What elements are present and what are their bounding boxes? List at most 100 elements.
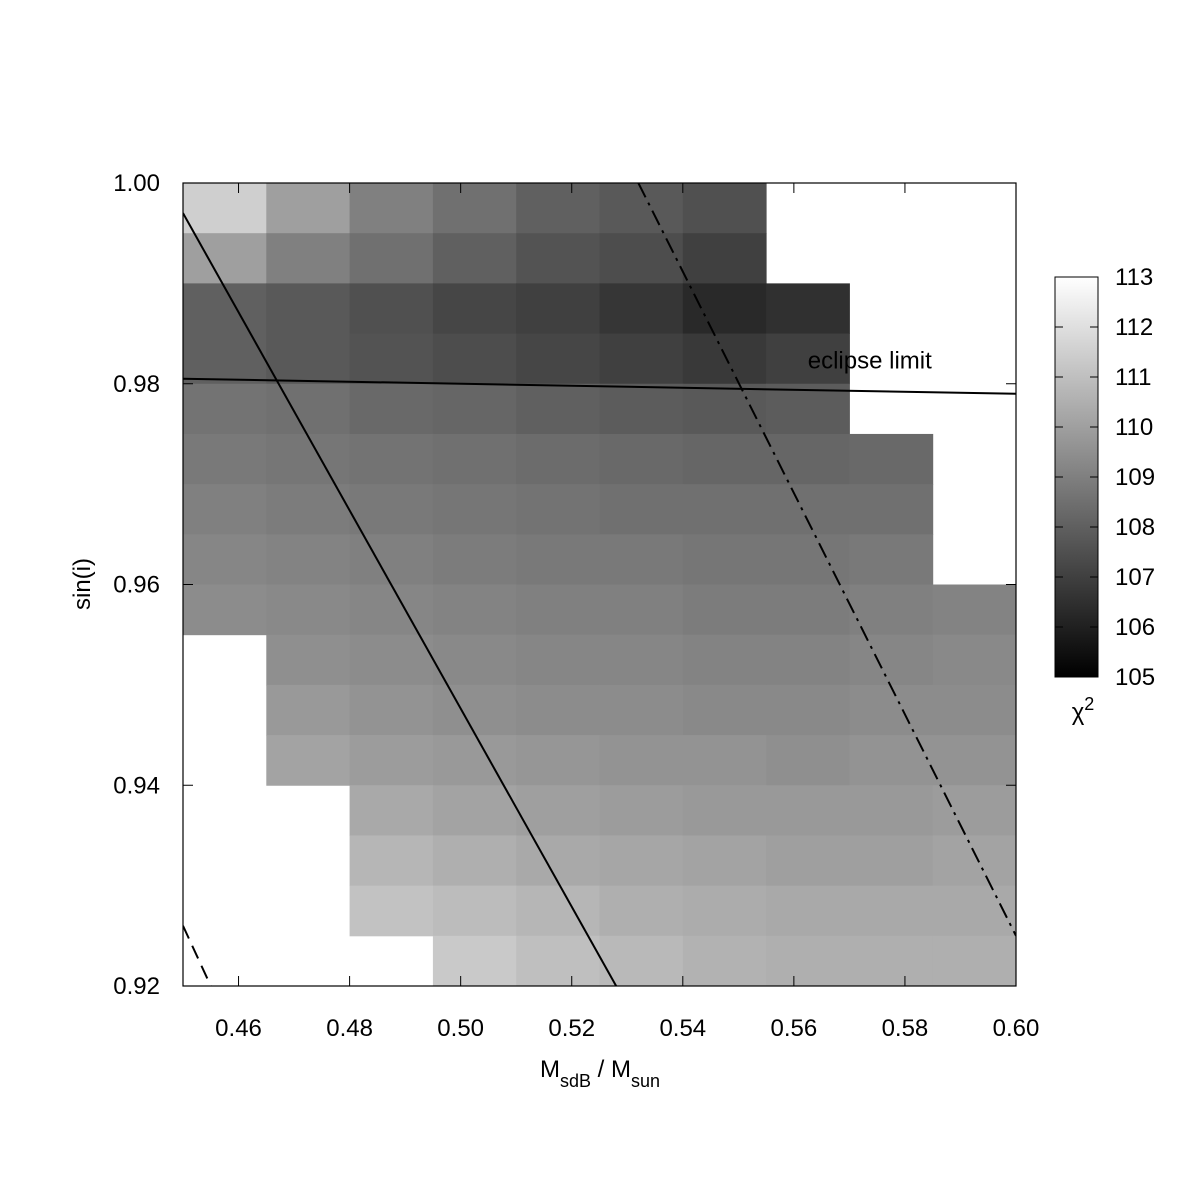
heatmap-cell	[766, 584, 850, 636]
heatmap-cell	[682, 383, 767, 435]
heatmap-cell	[932, 885, 1016, 937]
heatmap-cell	[766, 935, 850, 986]
x-tick-label: 0.58	[882, 1015, 929, 1042]
heatmap-cell	[183, 183, 267, 234]
heatmap-cell	[432, 885, 517, 937]
heatmap-cell	[849, 835, 934, 887]
heatmap-cell	[849, 484, 934, 535]
heatmap-cell	[599, 735, 684, 786]
heatmap-cell	[849, 534, 934, 585]
heatmap-cell	[432, 233, 517, 284]
heatmap-cell	[349, 785, 434, 836]
heatmap-cell	[766, 333, 850, 385]
heatmap-cell	[599, 935, 684, 986]
heatmap-cell	[349, 885, 434, 937]
heatmap-cell	[266, 735, 351, 786]
heatmap-cell	[266, 584, 351, 636]
heatmap-cell	[766, 684, 850, 736]
heatmap-cell	[599, 283, 684, 335]
heatmap-cell	[766, 634, 850, 686]
heatmap-cell	[183, 484, 267, 535]
heatmap-cell	[682, 634, 767, 686]
heatmap-cell	[766, 383, 850, 435]
x-tick-label: 0.60	[993, 1015, 1040, 1042]
colorbar-tick-label: 112	[1115, 314, 1153, 341]
heatmap-cell	[766, 785, 850, 836]
heatmap-cell	[599, 534, 684, 585]
heatmap-cell	[432, 634, 517, 686]
heatmap-cell	[516, 283, 600, 335]
heatmap-cell	[432, 785, 517, 836]
y-tick-label: 1.00	[113, 170, 160, 197]
heatmap-cell	[432, 484, 517, 535]
heatmap-cell	[682, 835, 767, 887]
heatmap-cell	[516, 735, 600, 786]
heatmap-cell	[432, 584, 517, 636]
heatmap-cell	[599, 183, 684, 234]
curve	[183, 377, 1016, 395]
heatmap-cell	[432, 333, 517, 385]
heatmap-cell	[516, 634, 600, 686]
heatmap-cell	[932, 935, 1016, 986]
heatmap-cell	[682, 183, 767, 234]
colorbar-tick-label: 107	[1115, 564, 1155, 591]
heatmap-cell	[599, 634, 684, 686]
heatmap-cell	[849, 785, 934, 836]
colorbar-tick-label: 108	[1115, 514, 1155, 541]
heatmap-cell	[349, 433, 434, 485]
heatmap-cell	[766, 283, 850, 335]
heatmap-cell	[266, 183, 351, 234]
heatmap-cell	[432, 684, 517, 736]
heatmap-cell	[349, 735, 434, 786]
heatmap-cell	[682, 885, 767, 937]
heatmap-cell	[849, 735, 934, 786]
heatmap-cell	[349, 684, 434, 736]
heatmap-cell	[432, 835, 517, 887]
heatmap-cell	[599, 484, 684, 535]
heatmap-cell	[516, 534, 600, 585]
heatmap-cell	[432, 534, 517, 585]
heatmap-cell	[183, 584, 267, 636]
heatmap-cell	[599, 885, 684, 937]
heatmap-cell	[266, 484, 351, 535]
x-tick-label: 0.46	[215, 1015, 262, 1042]
heatmap-cell	[516, 484, 600, 535]
y-tick-label: 0.94	[113, 772, 160, 799]
heatmap-cell	[349, 584, 434, 636]
y-tick-label: 0.98	[113, 371, 160, 398]
y-tick-label: 0.96	[113, 572, 160, 599]
heatmap-cell	[183, 283, 267, 335]
heatmap-cell	[516, 935, 600, 986]
colorbar-tick-label: 105	[1115, 664, 1155, 691]
heatmap	[183, 183, 1016, 986]
heatmap-cell	[349, 634, 434, 686]
label-part: sun	[631, 1071, 660, 1091]
heatmap-cell	[266, 684, 351, 736]
heatmap-cell	[349, 283, 434, 335]
label-part: sdB	[560, 1071, 591, 1091]
heatmap-cell	[766, 835, 850, 887]
heatmap-cell	[599, 383, 684, 435]
heatmap-cell	[432, 283, 517, 335]
heatmap-cell	[849, 885, 934, 937]
colorbar-tick-label: 109	[1115, 464, 1155, 491]
heatmap-cell	[599, 584, 684, 636]
colorbar-tick-label: 113	[1115, 264, 1153, 291]
y-tick-label: 0.92	[113, 973, 160, 1000]
heatmap-cell	[766, 484, 850, 535]
heatmap-cell	[266, 283, 351, 335]
x-tick-label: 0.56	[771, 1015, 818, 1042]
heatmap-cell	[682, 433, 767, 485]
heatmap-cell	[432, 383, 517, 435]
heatmap-cell	[682, 484, 767, 535]
heatmap-cell	[432, 433, 517, 485]
heatmap-cell	[932, 835, 1016, 887]
heatmap-cell	[932, 584, 1016, 636]
heatmap-cell	[516, 333, 600, 385]
heatmap-cell	[349, 383, 434, 435]
annotation: eclipse limit	[808, 348, 932, 375]
y-axis-label: sin(i)	[69, 558, 96, 610]
x-tick-label: 0.50	[437, 1015, 484, 1042]
heatmap-cell	[849, 684, 934, 736]
